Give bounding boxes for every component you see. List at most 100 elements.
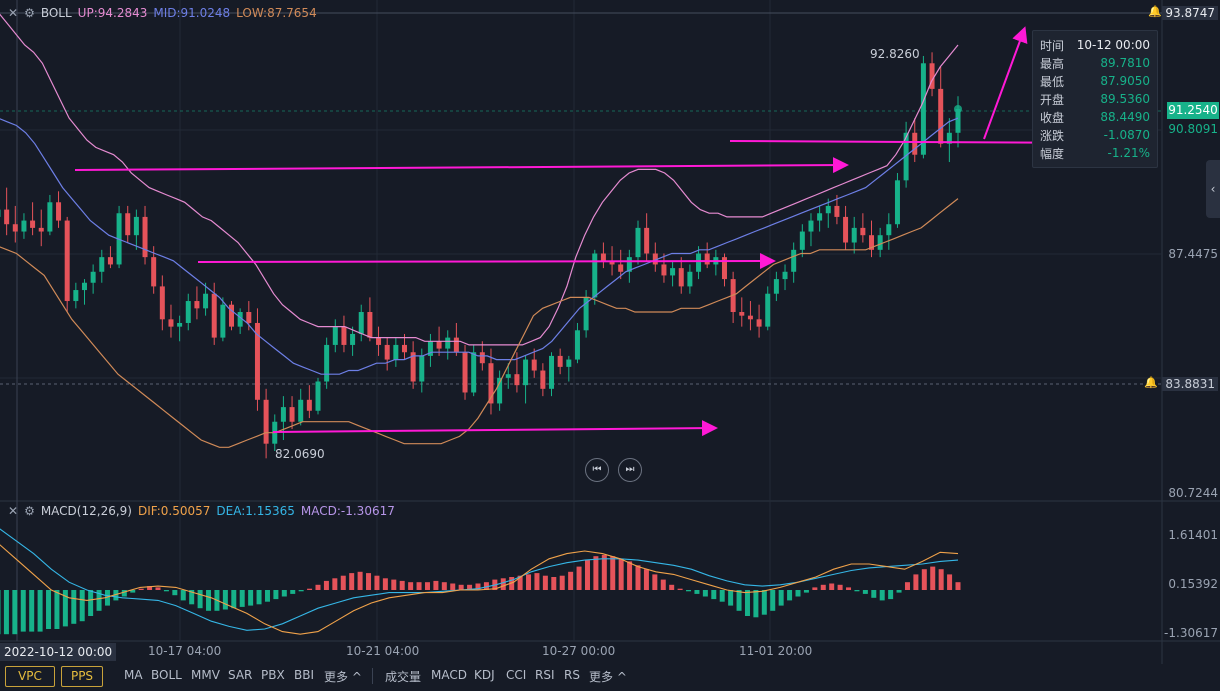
tooltip-key: 开盘 (1040, 92, 1065, 107)
tooltip-value: -1.0870 (1103, 128, 1150, 142)
macd-histogram-bar (475, 583, 481, 590)
candle-body (505, 374, 511, 378)
indicator-pbx[interactable]: PBX (261, 668, 285, 682)
pps-button[interactable]: PPS (61, 666, 103, 687)
macd-histogram-bar (938, 569, 944, 590)
macd-histogram-bar (483, 582, 489, 590)
indicator-rs[interactable]: RS (564, 668, 580, 682)
candle-body (843, 216, 849, 243)
macd-histogram-bar (694, 590, 700, 594)
tooltip-value: 87.9050 (1100, 74, 1150, 88)
candle-body (177, 322, 183, 327)
macd-histogram-bar (719, 590, 725, 602)
alert-price-label: 83.8831 (1162, 377, 1218, 391)
macd-histogram-bar (104, 590, 110, 606)
macd-histogram-bar (736, 590, 742, 611)
trend-arrow (197, 253, 776, 270)
candle-body (739, 312, 745, 316)
candle-body (514, 374, 520, 386)
boll-label: BOLL (40, 6, 72, 20)
indicator-kdj[interactable]: KDJ (474, 668, 495, 682)
candle-body (825, 205, 831, 214)
macd-histogram-bar (113, 590, 119, 601)
candle-body (133, 216, 139, 236)
bell-icon[interactable]: 🔔 (1144, 376, 1158, 389)
macd-histogram-bar (559, 575, 565, 590)
macd-histogram-bar (29, 590, 35, 632)
boll-mid-value: MID:91.0248 (153, 6, 231, 20)
candle-body (30, 220, 36, 228)
macd-histogram-bar (576, 566, 582, 590)
indicator-boll[interactable]: BOLL (151, 668, 182, 682)
candle-body (47, 202, 53, 232)
macd-histogram-bar (795, 590, 801, 597)
macd-histogram-bar (509, 577, 515, 590)
candle-body (756, 319, 762, 327)
candle-body (696, 253, 702, 272)
candle-body (56, 202, 62, 221)
indicator-sar[interactable]: SAR (228, 668, 253, 682)
macd-histogram-bar (3, 590, 9, 635)
candle-body (462, 352, 468, 393)
candle-body (220, 304, 226, 338)
indicator-mmv[interactable]: MMV (191, 668, 220, 682)
macd-histogram-bar (871, 590, 877, 598)
macd-histogram-bar (256, 590, 262, 605)
macd-histogram-bar (896, 590, 902, 593)
macd-histogram-bar (307, 588, 313, 590)
macd-histogram-bar (298, 590, 304, 592)
macd-histogram-bar (180, 590, 186, 601)
candle-body (894, 180, 900, 225)
vpc-button[interactable]: VPC (5, 666, 55, 687)
step-back-button[interactable]: ⏮ (585, 458, 609, 482)
candle-body (609, 260, 615, 265)
candle-body (350, 333, 356, 345)
more-main-indicators[interactable]: 更多 ^ (324, 670, 362, 684)
macd-histogram-bar (441, 582, 447, 590)
macd-histogram-bar (913, 574, 919, 590)
close-icon[interactable]: ✕ (8, 6, 19, 20)
price-axis-label: 90.8091 (1168, 122, 1218, 136)
macd-histogram-bar (568, 571, 574, 590)
macd-histogram-bar (517, 575, 523, 590)
close-icon[interactable]: ✕ (8, 504, 19, 518)
bell-icon[interactable]: 🔔 (1148, 5, 1162, 18)
candle-body (151, 257, 157, 287)
candle-body (64, 220, 70, 302)
candle-body (229, 304, 235, 327)
step-forward-button[interactable]: ⏭ (618, 458, 642, 482)
candle-body (626, 257, 632, 272)
indicator-cci[interactable]: CCI (506, 668, 527, 682)
indicator-ma[interactable]: MA (124, 668, 143, 682)
candle-body (860, 227, 866, 236)
candle-body (938, 88, 944, 144)
macd-histogram-bar (761, 590, 767, 615)
more-sub-indicators[interactable]: 更多 ^ (589, 670, 627, 684)
tooltip-key: 最低 (1040, 74, 1065, 89)
candle-body (661, 264, 667, 276)
indicator-volume[interactable]: 成交量 (385, 670, 422, 684)
settings-icon[interactable]: ⚙ (24, 6, 35, 20)
macd-histogram-bar (686, 590, 692, 592)
candle-body (687, 271, 693, 287)
indicator-macd[interactable]: MACD (431, 668, 467, 682)
macd-histogram-bar (374, 575, 380, 590)
candle-body (376, 337, 382, 345)
indicator-toolbar (0, 664, 1220, 691)
candle-body (479, 352, 485, 364)
macd-histogram-bar (222, 590, 228, 610)
candle-body (99, 257, 105, 272)
macd-dea-value: DEA:1.15365 (216, 504, 295, 518)
macd-histogram-bar (854, 590, 860, 592)
macd-axis-label: 1.61401 (1168, 528, 1218, 542)
candle-body (773, 279, 779, 294)
settings-icon[interactable]: ⚙ (24, 504, 35, 518)
macd-histogram-bar (273, 590, 279, 600)
candle-body (471, 352, 477, 393)
side-panel-toggle[interactable]: ‹ (1206, 160, 1220, 218)
indicator-bbi[interactable]: BBI (294, 668, 315, 682)
candle-body (445, 337, 451, 349)
macd-histogram-bar (130, 590, 136, 593)
indicator-rsi[interactable]: RSI (535, 668, 555, 682)
